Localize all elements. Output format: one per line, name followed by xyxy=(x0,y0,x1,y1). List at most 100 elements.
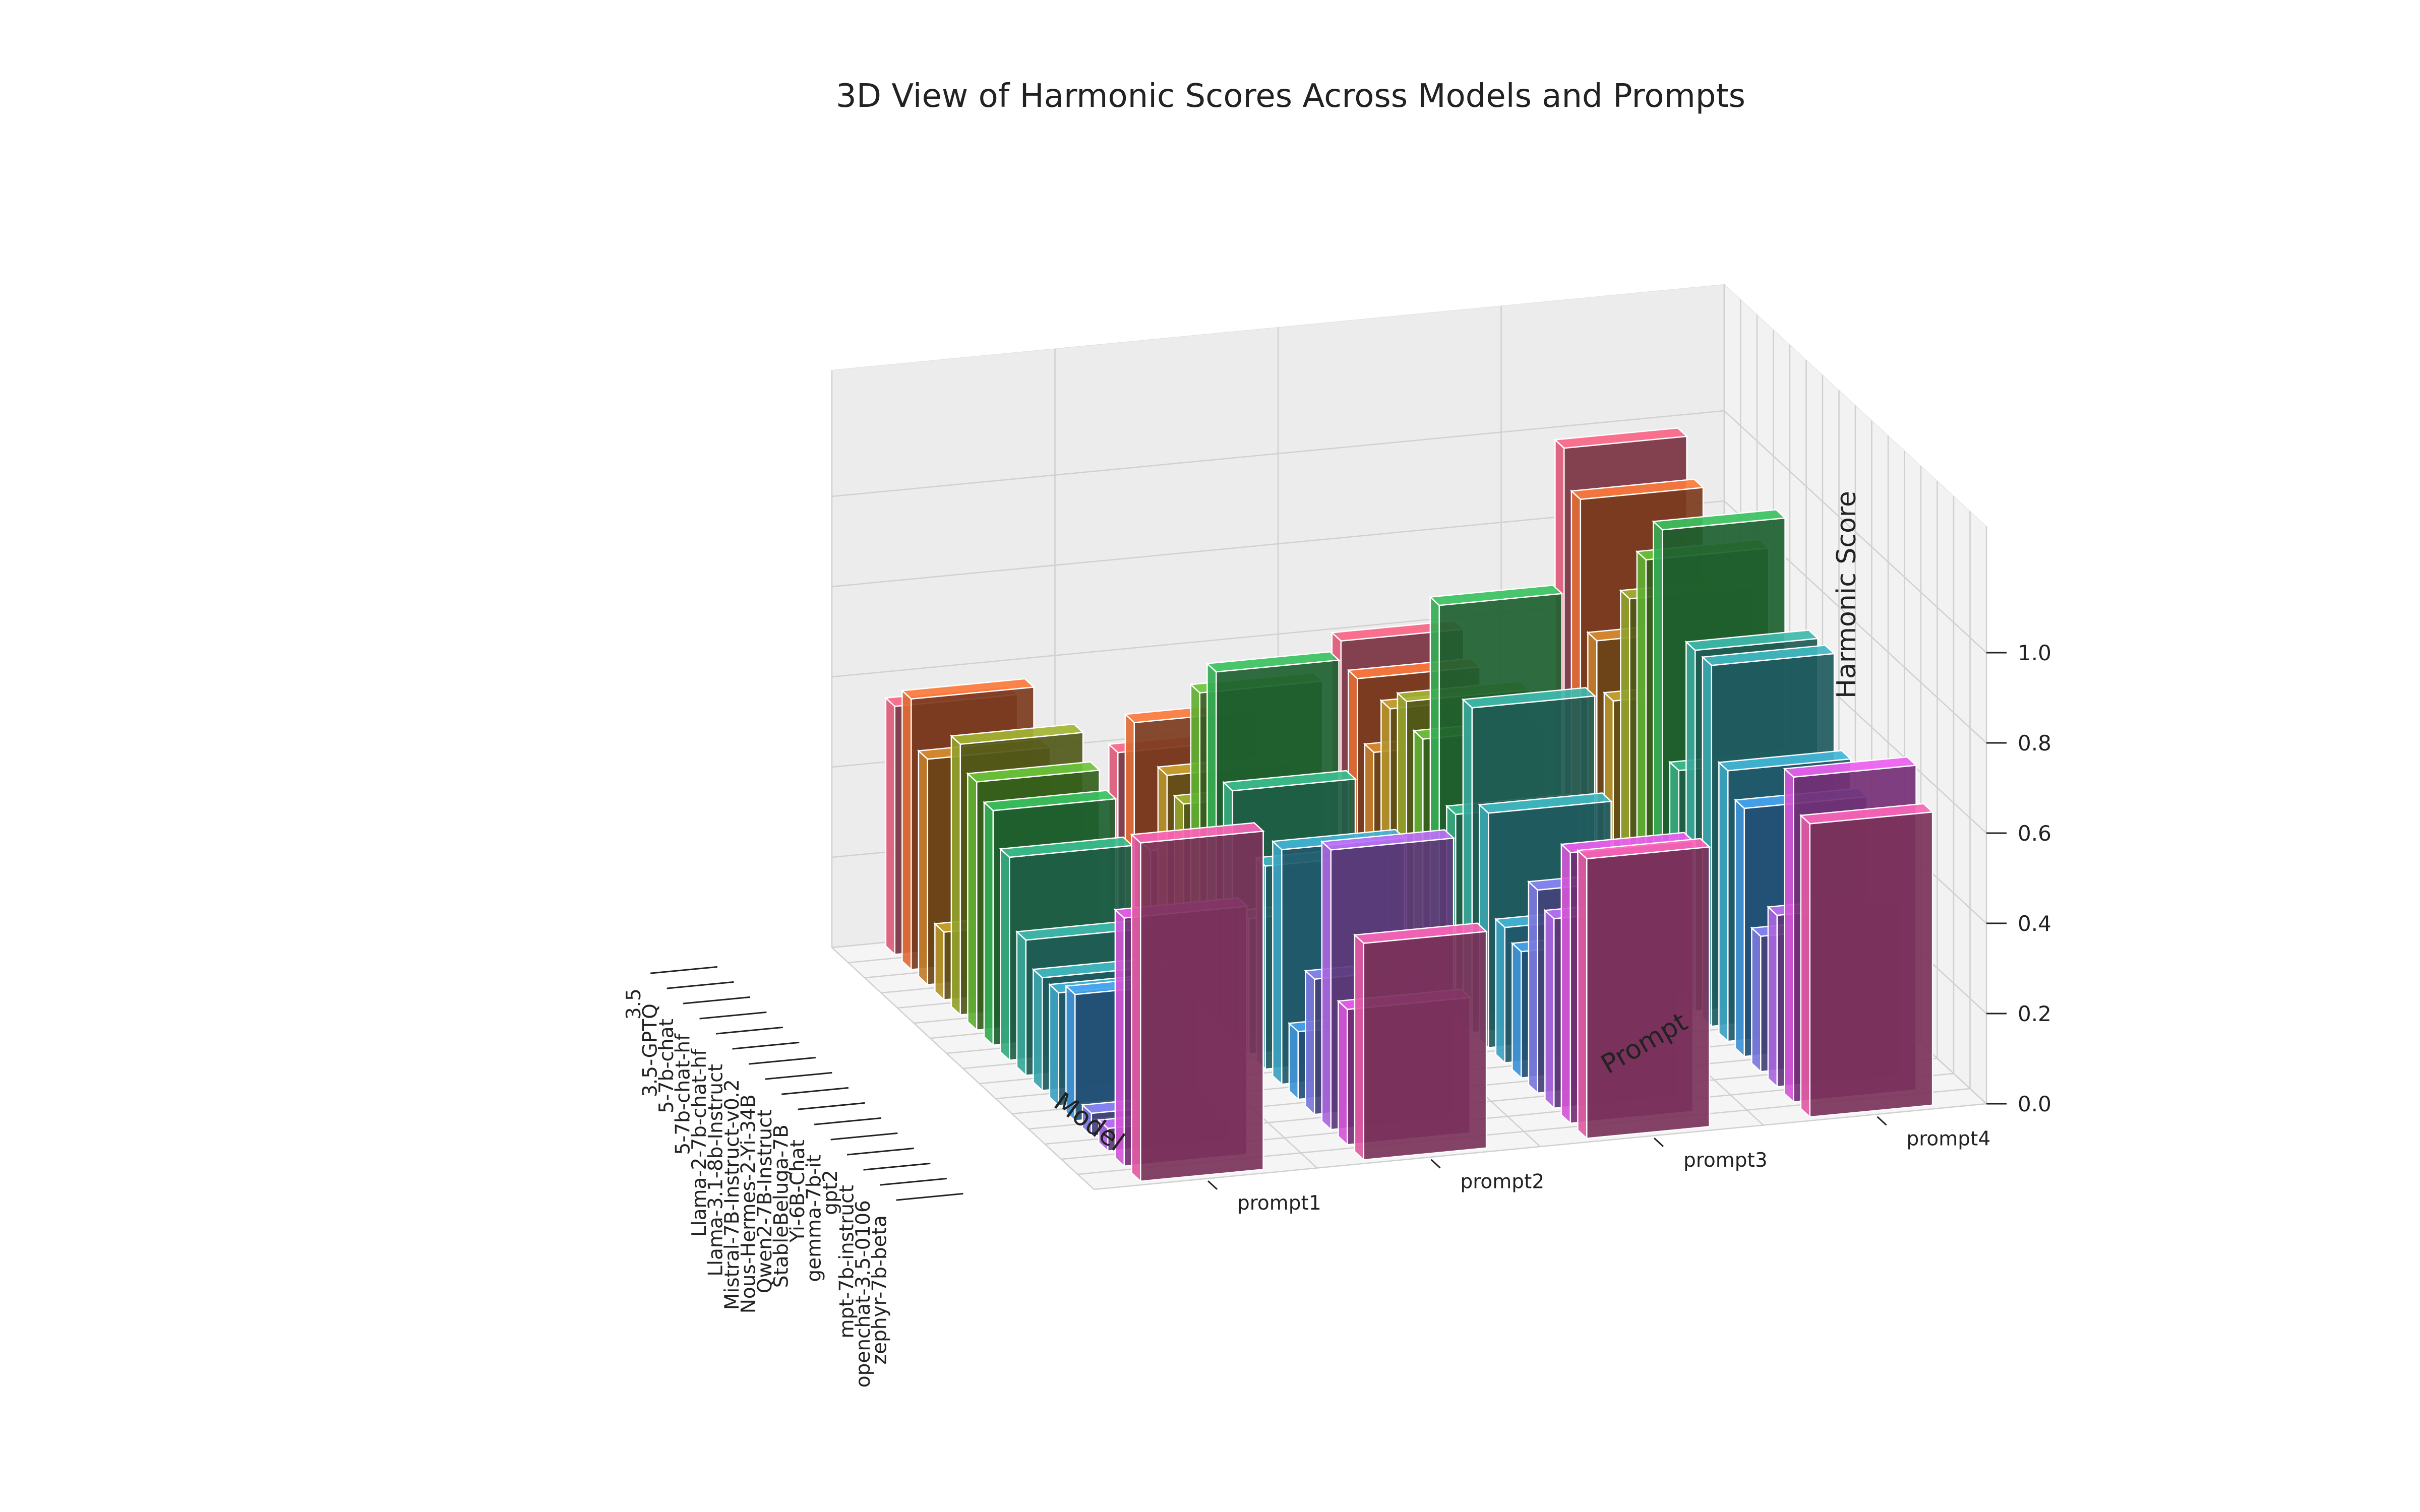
x-tick-label: 3.5-GPTQ xyxy=(639,1003,662,1097)
x-tick-label: Yi-6B-Chat xyxy=(786,1140,809,1243)
bar-front-face xyxy=(1321,840,1332,1131)
bar-front-face xyxy=(967,772,978,1032)
x-tick-label: StableBeluga-7B xyxy=(770,1124,793,1288)
bar-top-face xyxy=(1569,478,1705,500)
bar-front-face xyxy=(1767,905,1778,1089)
y-tick-label: prompt3 xyxy=(1683,1149,1768,1172)
bar-front-face xyxy=(1272,840,1283,1086)
bar-top-face xyxy=(1222,770,1357,792)
bar-front-face xyxy=(1000,847,1010,1062)
bar-front-face xyxy=(1131,833,1141,1183)
x-tick xyxy=(765,1072,832,1080)
bar-top-face xyxy=(1478,792,1613,814)
bar-front-face xyxy=(1288,1022,1299,1101)
x-tick-label: 5-7b-chat xyxy=(655,1019,678,1113)
x-tick xyxy=(798,1102,865,1110)
bar-top-face xyxy=(1576,838,1711,860)
z-tick-label: 0.2 xyxy=(2018,1001,2051,1026)
bar-front-face xyxy=(1784,767,1794,1104)
bar-front-face xyxy=(1354,933,1365,1162)
z-tick-label: 0.6 xyxy=(2018,821,2051,846)
y-tick xyxy=(1877,1116,1887,1126)
x-tick xyxy=(715,1026,783,1035)
bar-front-face xyxy=(1338,999,1348,1147)
bar xyxy=(1576,838,1711,1140)
bar-front-face xyxy=(934,922,945,1001)
bar-top-face xyxy=(1799,803,1934,825)
bar-front-face xyxy=(1528,880,1539,1095)
x-tick-label: 3.5 xyxy=(623,988,645,1020)
x-tick xyxy=(781,1087,849,1095)
bar-top-face xyxy=(949,723,1084,745)
bar-top-face xyxy=(1428,584,1563,606)
x-tick-label: mpt-7b-instruct xyxy=(836,1185,859,1338)
bar-front-face xyxy=(885,697,896,956)
bar-top-face xyxy=(1320,829,1455,851)
bar-front-face xyxy=(1718,761,1729,1043)
grid-line xyxy=(831,500,1987,743)
axis-lines xyxy=(650,652,2007,1201)
bar-side-face xyxy=(1363,930,1487,1161)
bar xyxy=(1799,803,1934,1119)
bar xyxy=(1130,822,1265,1183)
z-tick-label: 0.4 xyxy=(2018,911,2051,936)
bar-side-face xyxy=(1586,846,1710,1140)
x-tick-label: gpt2 xyxy=(819,1170,842,1215)
x-tick-label: Nous-Hermes-2-Yi-34B xyxy=(738,1094,760,1313)
bar-front-face xyxy=(1751,926,1762,1074)
bar-front-face xyxy=(1577,849,1588,1140)
z-tick-label: 0.8 xyxy=(2018,731,2051,755)
x-tick xyxy=(667,981,734,989)
x-tick-label: 5-7b-chat-hf xyxy=(672,1033,695,1155)
bar-top-face xyxy=(1461,687,1596,709)
x-tick xyxy=(814,1117,882,1125)
bar-front-face xyxy=(1033,968,1043,1092)
bar-top-face xyxy=(1701,645,1836,666)
bar-front-face xyxy=(1495,917,1506,1064)
x-tick xyxy=(699,1011,767,1020)
x-tick xyxy=(830,1132,898,1141)
grid-line xyxy=(831,410,1987,653)
x-tick-label: Llama-3.1-8b-Instruct xyxy=(705,1064,728,1276)
z-tick-label: 0.0 xyxy=(2018,1092,2051,1116)
bar-side-face xyxy=(1809,811,1933,1118)
y-tick-label: prompt1 xyxy=(1237,1192,1321,1215)
x-tick-label: Mistral-7B-Instruct-v0.2 xyxy=(721,1079,744,1310)
y-tick xyxy=(1654,1138,1664,1147)
bar-top-face xyxy=(900,678,1036,700)
bar-top-face xyxy=(1652,509,1787,531)
bar-group xyxy=(884,427,1934,1183)
y-tick-label: prompt2 xyxy=(1461,1170,1545,1193)
x-tick-label: zephyr-7b-beta xyxy=(869,1215,891,1364)
bar-front-face xyxy=(1560,843,1571,1125)
x-tick xyxy=(863,1162,931,1171)
bar-front-face xyxy=(1511,941,1522,1080)
bar-front-face xyxy=(950,734,961,1017)
y-tick xyxy=(1430,1159,1441,1169)
z-tick-label: 1.0 xyxy=(2018,641,2051,665)
bar-front-face xyxy=(1305,969,1315,1116)
bar-front-face xyxy=(918,749,929,986)
chart-title: 3D View of Harmonic Scores Across Models… xyxy=(836,78,1745,115)
x-tick xyxy=(732,1041,800,1050)
y-tick-label: prompt4 xyxy=(1907,1127,1991,1150)
bar-side-face xyxy=(1140,830,1264,1182)
x-tick xyxy=(896,1192,963,1201)
x-tick xyxy=(748,1056,816,1065)
bar-top-face xyxy=(1205,651,1341,673)
bar-front-face xyxy=(983,800,994,1047)
bar-top-face xyxy=(1783,756,1918,778)
x-tick-label: Qwen2-7B-Instruct xyxy=(754,1109,776,1293)
bar-top-face xyxy=(1553,427,1688,449)
x-tick xyxy=(879,1177,947,1186)
z-axis-title: Harmonic Score xyxy=(1832,491,1862,699)
x-tick-label: gemma-7b-it xyxy=(803,1155,826,1282)
bar-front-face xyxy=(1734,798,1745,1058)
bar-top-face xyxy=(1717,750,1852,772)
bar xyxy=(1353,922,1488,1162)
bar-top-face xyxy=(982,790,1117,811)
x-tick xyxy=(650,966,718,974)
bar-front-face xyxy=(901,689,912,971)
